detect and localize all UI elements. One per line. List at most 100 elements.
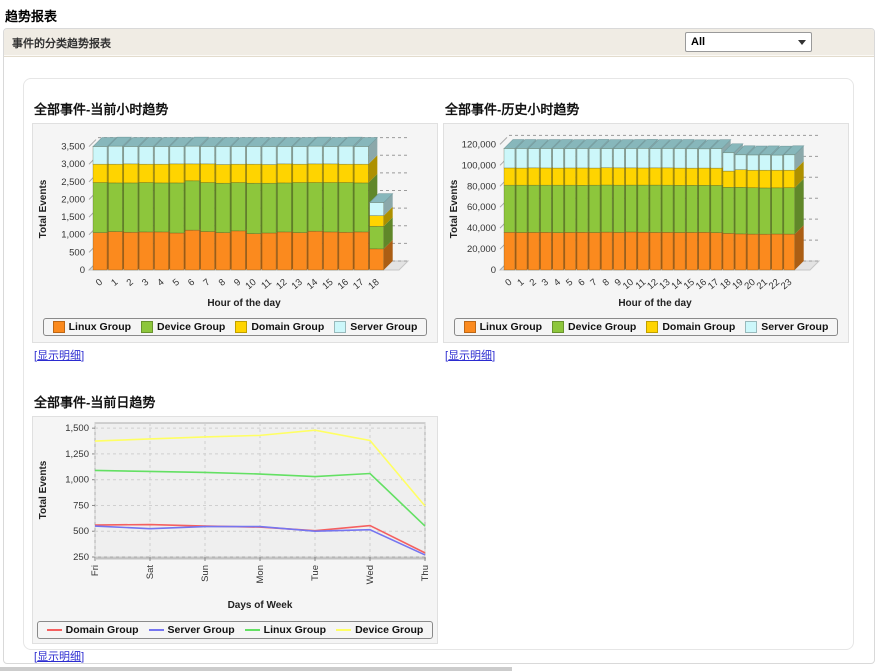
svg-text:Hour of the day: Hour of the day (618, 298, 692, 309)
chart-canvas: 250 500 750 1,000 1,250 1,500 Fri Sat Sun Mon Tue W… (32, 416, 438, 644)
svg-text:500: 500 (73, 526, 89, 537)
svg-text:0: 0 (503, 277, 514, 289)
svg-text:8: 8 (217, 277, 228, 289)
show-detail-link[interactable]: [显示明细] (445, 350, 496, 362)
chart-title: 全部事件-当前小时趋势 (34, 102, 169, 117)
svg-text:0: 0 (94, 277, 105, 289)
svg-text:Tue: Tue (310, 565, 321, 581)
svg-text:Fri: Fri (90, 565, 101, 576)
svg-text:Thu: Thu (420, 565, 431, 581)
legend-item: Domain Group (46, 624, 139, 636)
bottom-scroll-strip[interactable] (0, 667, 512, 671)
svg-text:Mon: Mon (255, 565, 266, 583)
svg-text:0: 0 (491, 265, 496, 276)
page-title: 趋势报表 (5, 9, 58, 24)
svg-text:5: 5 (564, 277, 575, 289)
svg-text:Total Events: Total Events (449, 179, 460, 238)
svg-text:Total Events: Total Events (38, 460, 49, 519)
chart-title: 全部事件-历史小时趋势 (445, 102, 580, 117)
svg-text:1: 1 (515, 277, 526, 289)
svg-text:1,500: 1,500 (61, 212, 85, 223)
svg-text:4: 4 (552, 277, 563, 289)
report-panel: 事件的分类趋势报表 All 全部事件-当前小时趋势 0 500 1,000 1,500… (3, 28, 875, 664)
bar-chart-svg: 0 20,000 40,000 60,000 80,000 100,000 120,000 0… (449, 134, 821, 309)
svg-text:Wed: Wed (365, 565, 376, 584)
svg-text:2,500: 2,500 (61, 177, 85, 188)
legend-item: Server Group (148, 624, 235, 636)
filter-select-wrap: All (685, 32, 812, 52)
svg-text:1,250: 1,250 (65, 449, 89, 460)
svg-text:4: 4 (155, 277, 166, 289)
legend-item: Domain Group (646, 321, 735, 333)
svg-text:250: 250 (73, 552, 89, 563)
chart-legend: Linux Group Device Group Domain Group Serve… (444, 317, 848, 338)
svg-text:11: 11 (259, 277, 274, 292)
svg-text:Total Events: Total Events (38, 179, 49, 238)
chart-legend: Domain Group Server Group Linux Group Devic… (33, 618, 437, 639)
svg-text:15: 15 (320, 277, 335, 292)
svg-text:Sun: Sun (200, 565, 211, 582)
show-detail-link[interactable]: [显示明细] (34, 350, 85, 362)
svg-text:80,000: 80,000 (467, 181, 496, 192)
legend-item: Domain Group (235, 321, 324, 333)
svg-text:10: 10 (243, 277, 258, 292)
svg-text:1,500: 1,500 (65, 423, 89, 434)
svg-text:6: 6 (186, 277, 197, 289)
toolbar-label: 事件的分类趋势报表 (12, 37, 111, 50)
legend-item: Linux Group (244, 624, 326, 636)
show-detail-link[interactable]: [显示明细] (34, 651, 85, 663)
legend-item: Server Group (745, 321, 828, 333)
chart-current-day-trend: 全部事件-当前日趋势 250 500 750 1,000 1,250 1,500 Fri Sa… (32, 392, 438, 665)
svg-text:3: 3 (540, 277, 551, 289)
chart-historical-hour-trend: 全部事件-历史小时趋势 0 20,000 40,000 60,000 80,000 100… (443, 99, 849, 364)
svg-text:20,000: 20,000 (467, 244, 496, 255)
svg-text:60,000: 60,000 (467, 202, 496, 213)
chart-canvas: 0 20,000 40,000 60,000 80,000 100,000 120,000 0… (443, 123, 849, 343)
svg-text:7: 7 (588, 277, 599, 289)
filter-select[interactable]: All (685, 32, 812, 52)
svg-text:13: 13 (290, 277, 305, 292)
chart-canvas: 0 500 1,000 1,500 2,000 2,500 3,000 3,500 0 1 2 3 4 5… (32, 123, 438, 343)
svg-text:1: 1 (109, 277, 120, 289)
svg-text:2: 2 (125, 277, 136, 289)
svg-text:17: 17 (351, 277, 366, 292)
svg-text:Sat: Sat (145, 565, 156, 580)
chart-legend: Linux Group Device Group Domain Group Serve… (33, 317, 437, 338)
svg-text:1,000: 1,000 (61, 230, 85, 241)
svg-text:18: 18 (366, 277, 381, 292)
svg-text:0: 0 (80, 265, 85, 276)
svg-text:2: 2 (528, 277, 539, 289)
report-toolbar: 事件的分类趋势报表 All (4, 29, 874, 57)
svg-text:9: 9 (232, 277, 243, 289)
svg-text:500: 500 (69, 247, 85, 258)
svg-text:7: 7 (201, 277, 212, 289)
svg-text:5: 5 (171, 277, 182, 289)
svg-text:120,000: 120,000 (462, 139, 496, 150)
svg-text:9: 9 (613, 277, 624, 289)
legend-item: Linux Group (52, 321, 131, 333)
svg-text:8: 8 (601, 277, 612, 289)
charts-panel: 全部事件-当前小时趋势 0 500 1,000 1,500 2,000 2,500 3,00… (23, 78, 854, 663)
svg-text:14: 14 (305, 277, 320, 292)
legend-item: Linux Group (463, 321, 542, 333)
chart-current-hour-trend: 全部事件-当前小时趋势 0 500 1,000 1,500 2,000 2,500 3,00… (32, 99, 438, 364)
svg-text:Hour of the day: Hour of the day (207, 298, 281, 309)
svg-text:6: 6 (576, 277, 587, 289)
svg-text:40,000: 40,000 (467, 223, 496, 234)
svg-text:23: 23 (779, 277, 794, 292)
legend-item: Device Group (336, 624, 423, 636)
svg-text:Days of Week: Days of Week (228, 600, 293, 611)
legend-item: Server Group (334, 321, 417, 333)
svg-text:750: 750 (73, 500, 89, 511)
svg-text:2,000: 2,000 (61, 194, 85, 205)
legend-item: Device Group (552, 321, 636, 333)
svg-text:12: 12 (274, 277, 289, 292)
svg-text:16: 16 (336, 277, 351, 292)
svg-text:1,000: 1,000 (65, 475, 89, 486)
svg-text:3,000: 3,000 (61, 159, 85, 170)
line-chart-svg: 250 500 750 1,000 1,250 1,500 Fri Sat Sun Mon Tue W… (38, 422, 431, 611)
svg-text:100,000: 100,000 (462, 160, 496, 171)
svg-text:3: 3 (140, 277, 151, 289)
chart-title: 全部事件-当前日趋势 (34, 395, 156, 410)
